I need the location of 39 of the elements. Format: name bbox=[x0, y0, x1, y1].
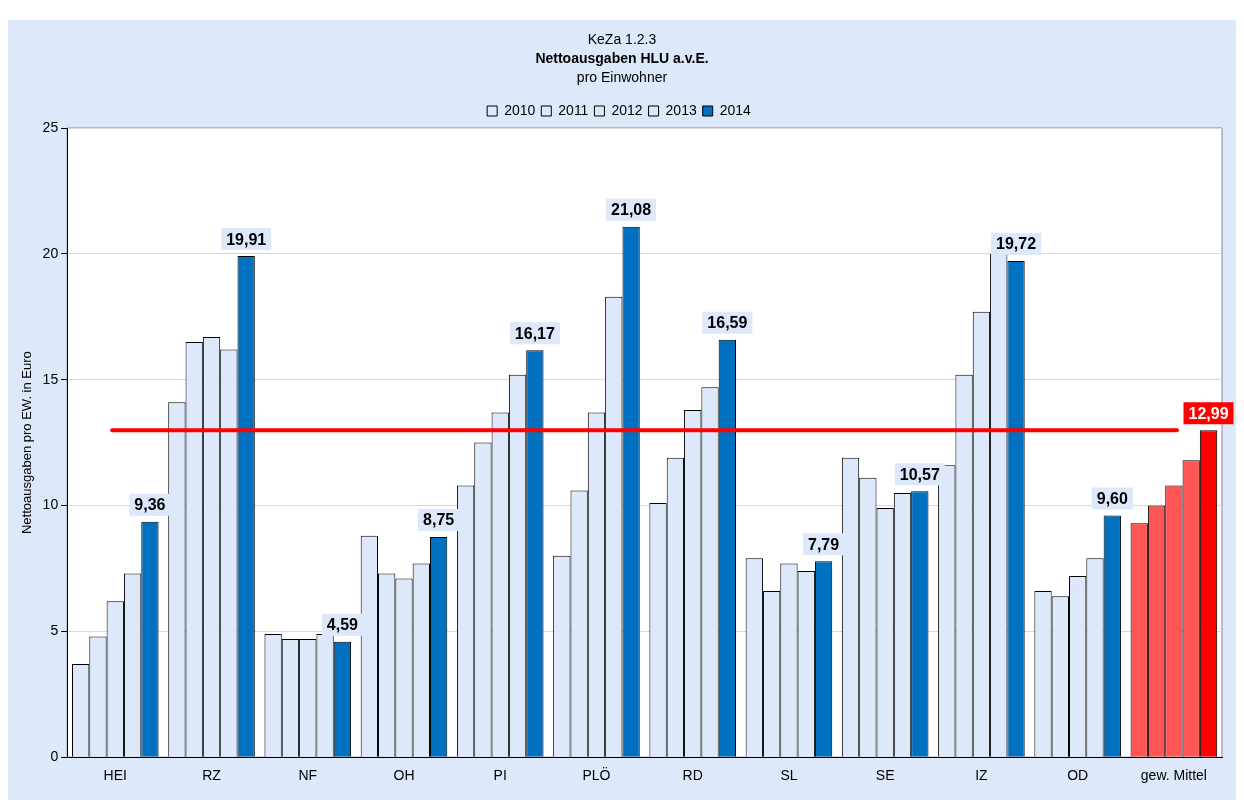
data-label: 12,99 bbox=[1188, 404, 1229, 422]
data-label: 19,72 bbox=[996, 235, 1037, 253]
legend-label: 2014 bbox=[719, 101, 752, 118]
x-tick-label: PLÖ bbox=[582, 766, 611, 784]
legend-label: 2013 bbox=[665, 101, 697, 118]
chart-title: Nettoausgaben HLU a.v.E. bbox=[534, 49, 710, 68]
y-tick-label: 0 bbox=[50, 748, 59, 765]
x-tick-label: RD bbox=[682, 767, 703, 784]
y-axis-title: Nettoausgaben pro EW. in Euro bbox=[19, 351, 35, 535]
data-label: 9,60 bbox=[1096, 489, 1128, 507]
y-tick-label: 15 bbox=[42, 370, 59, 387]
legend-label: 2011 bbox=[558, 101, 589, 118]
data-label: 7,79 bbox=[808, 535, 840, 553]
data-label: 10,57 bbox=[899, 465, 940, 483]
x-tick-label: IZ bbox=[975, 767, 989, 784]
data-label: 19,91 bbox=[226, 230, 267, 248]
data-label: 16,17 bbox=[514, 324, 555, 342]
y-tick-label: 5 bbox=[50, 622, 59, 639]
legend-label: 2012 bbox=[611, 101, 643, 118]
x-tick-label: NF bbox=[298, 767, 318, 784]
x-tick-label: RZ bbox=[202, 767, 222, 784]
x-tick-label: PI bbox=[493, 767, 507, 784]
data-label: 9,36 bbox=[134, 496, 166, 514]
y-tick-label: 20 bbox=[42, 244, 59, 261]
data-label: 21,08 bbox=[611, 201, 652, 219]
x-tick-label: HEI bbox=[103, 767, 127, 784]
x-tick-label: OH bbox=[393, 767, 415, 784]
data-label: 16,59 bbox=[707, 314, 748, 332]
chart-subtitle: pro Einwohner bbox=[575, 68, 669, 87]
legend-label: 2010 bbox=[504, 101, 536, 118]
y-tick-label: 10 bbox=[42, 496, 59, 513]
x-tick-label: OD bbox=[1067, 767, 1089, 784]
text: KeZa 1.2.3 bbox=[586, 30, 658, 49]
x-tick-label: SL bbox=[780, 767, 798, 784]
x-tick-label: gew. Mittel bbox=[1140, 767, 1207, 784]
data-label: 8,75 bbox=[423, 511, 455, 529]
data-label: 4,59 bbox=[326, 616, 359, 634]
x-tick-label: SE bbox=[875, 767, 895, 784]
y-tick-label: 25 bbox=[42, 118, 59, 135]
